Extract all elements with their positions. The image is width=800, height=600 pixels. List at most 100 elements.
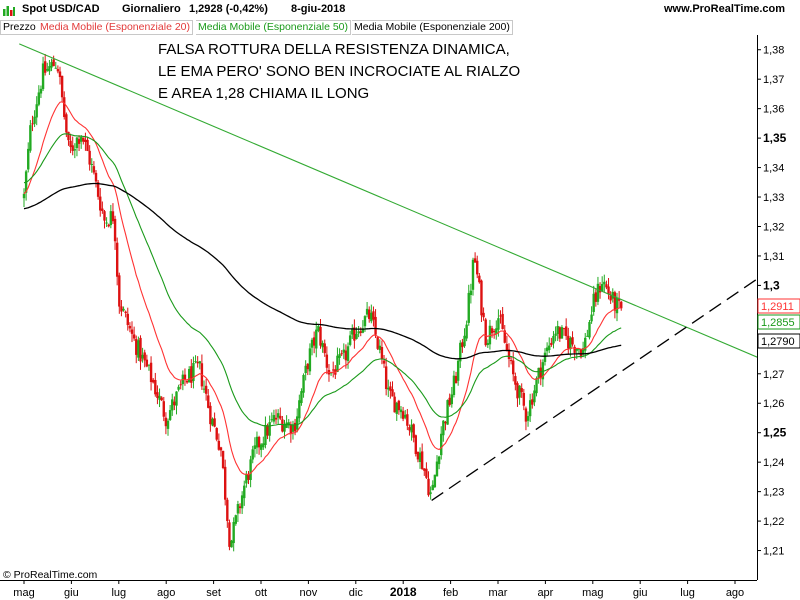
- candle: [202, 380, 206, 393]
- candle: [437, 455, 441, 470]
- candle: [537, 367, 540, 384]
- candle: [435, 455, 439, 477]
- candle: [414, 434, 418, 457]
- candle: [128, 322, 132, 333]
- y-tick-label: 1,36: [763, 104, 784, 116]
- candle: [382, 354, 386, 368]
- candle: [209, 402, 212, 432]
- candle: [486, 339, 490, 348]
- candle: [397, 399, 401, 415]
- candle: [92, 161, 96, 175]
- candle: [276, 409, 280, 425]
- candle: [126, 307, 129, 331]
- y-tick-label: 1,35: [763, 131, 787, 145]
- value-tag-label: 1,2790: [761, 336, 795, 348]
- y-tick-label: 1,33: [763, 192, 784, 204]
- candle: [262, 436, 265, 450]
- x-tick-label: nov: [300, 587, 318, 599]
- y-tick-label: 1,32: [763, 221, 784, 233]
- trendline-resistance: [19, 43, 783, 369]
- candle: [484, 317, 487, 347]
- candle: [111, 203, 115, 224]
- candle: [495, 320, 498, 340]
- candle: [196, 356, 199, 368]
- x-tick-label: giu: [633, 587, 648, 599]
- candle: [380, 340, 384, 365]
- candle: [236, 500, 240, 523]
- candle: [564, 318, 568, 340]
- candle: [230, 539, 233, 548]
- candle: [533, 384, 536, 407]
- bar-chart-icon[interactable]: [3, 4, 15, 16]
- y-tick-label: 1,3: [763, 278, 780, 292]
- candle: [179, 380, 182, 390]
- legend-ema50[interactable]: Media Mobile (Esponenziale 50): [196, 20, 351, 35]
- candle: [444, 420, 447, 431]
- y-tick-label: 1,21: [763, 546, 784, 558]
- candle: [461, 338, 464, 353]
- candle: [109, 204, 113, 229]
- candle: [357, 326, 360, 338]
- quote-date: 8-giu-2018: [291, 3, 346, 15]
- candle: [488, 319, 492, 350]
- value-tag-ema50: 1,2855: [757, 314, 800, 330]
- candle: [175, 391, 178, 415]
- candle: [429, 486, 432, 500]
- candle: [101, 201, 104, 214]
- candle: [336, 347, 339, 373]
- candle: [75, 136, 79, 157]
- candle: [71, 136, 74, 156]
- candle: [207, 389, 210, 409]
- x-tick-label: dic: [349, 587, 364, 599]
- candle: [43, 54, 47, 76]
- candle: [249, 455, 252, 488]
- legend-ema200[interactable]: Media Mobile (Esponenziale 200): [352, 20, 513, 35]
- candle: [404, 409, 407, 420]
- candle: [82, 137, 85, 145]
- candle: [283, 419, 286, 439]
- candle: [223, 459, 227, 506]
- candle: [29, 120, 32, 153]
- candle: [48, 60, 51, 75]
- candle: [171, 393, 174, 416]
- candle: [298, 394, 301, 423]
- candle: [213, 412, 216, 428]
- candle: [412, 423, 415, 443]
- candle: [416, 451, 420, 463]
- candle: [361, 320, 365, 334]
- site-url[interactable]: www.ProRealTime.com: [664, 3, 786, 15]
- y-tick-label: 1,38: [763, 45, 784, 57]
- candle: [41, 56, 45, 92]
- candle: [433, 474, 437, 489]
- candle: [173, 396, 176, 411]
- candle: [65, 112, 68, 138]
- candle: [454, 371, 458, 384]
- candle: [279, 407, 282, 421]
- candle: [168, 405, 172, 421]
- candle: [596, 276, 600, 306]
- candle: [348, 330, 352, 347]
- candle: [211, 417, 214, 427]
- candle: [285, 415, 288, 429]
- candle: [84, 132, 87, 151]
- candle: [346, 342, 350, 369]
- candle: [187, 366, 191, 383]
- candle: [122, 306, 125, 312]
- candle: [505, 335, 509, 352]
- candle: [160, 396, 163, 402]
- candle: [522, 388, 526, 411]
- candle: [323, 339, 326, 357]
- candle: [577, 348, 581, 354]
- candle: [425, 462, 428, 479]
- candle: [393, 392, 396, 413]
- legend-ema20[interactable]: Media Mobile (Esponenziale 20): [38, 20, 193, 35]
- x-tick-label: lug: [680, 587, 695, 599]
- candle: [374, 309, 377, 339]
- candle: [446, 399, 449, 425]
- candle: [584, 333, 587, 359]
- candle: [528, 393, 532, 423]
- candle: [177, 384, 180, 392]
- candle: [427, 471, 430, 497]
- value-tag-ema200: 1,2790: [757, 333, 800, 349]
